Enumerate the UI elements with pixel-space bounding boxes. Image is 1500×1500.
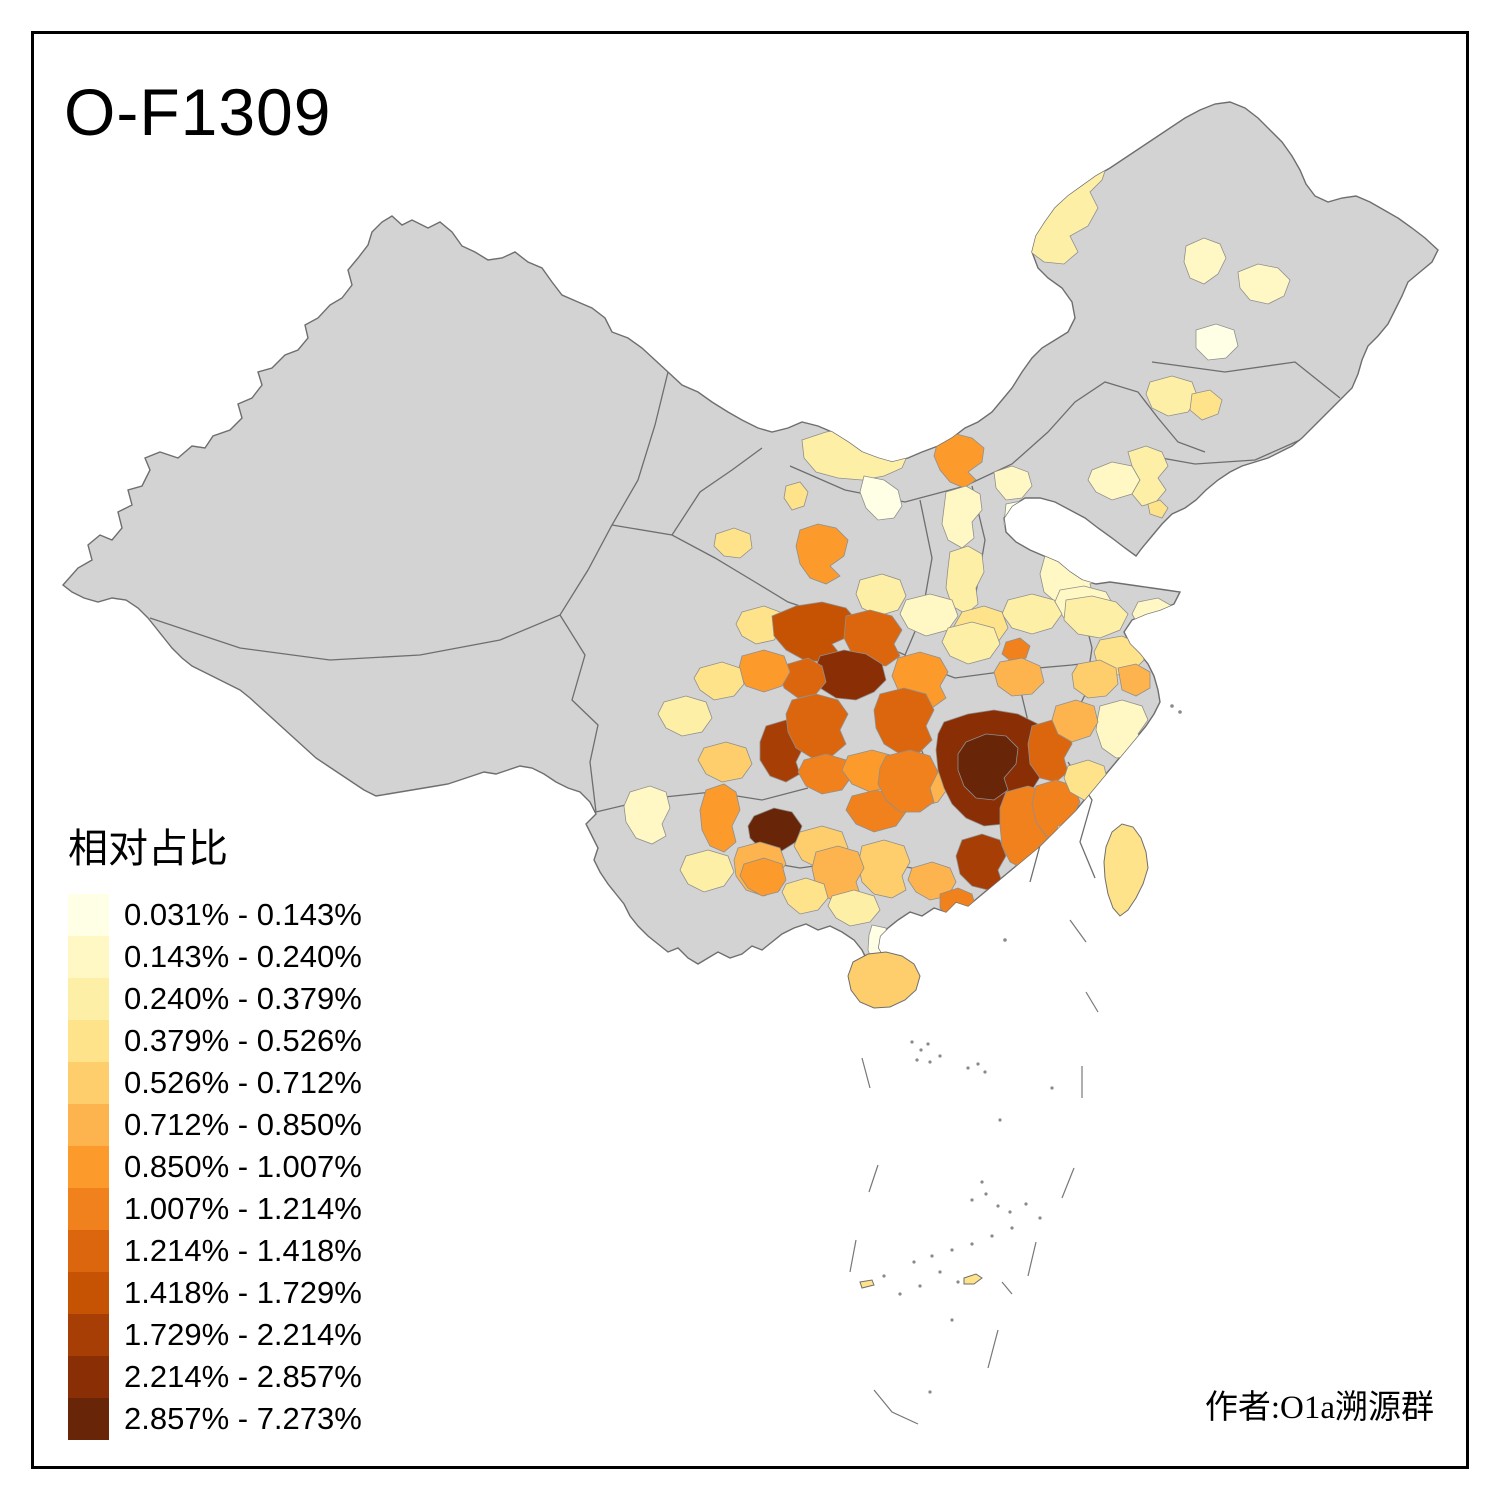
prefecture-region [1117,663,1151,697]
prefecture-region [783,481,809,511]
prefecture-region [993,657,1045,697]
legend-swatch [68,1146,109,1188]
legend-label: 0.143% - 0.240% [124,939,362,974]
prefecture-region [1147,499,1169,519]
prefecture-region [1127,445,1169,507]
legend-swatch [68,1104,109,1146]
plot-frame [31,31,1469,1469]
legend-swatch [68,1314,109,1356]
legend-swatch [68,1272,109,1314]
prefecture-region [843,609,903,667]
legend-label: 0.031% - 0.143% [124,897,362,932]
legend-swatch [68,1230,109,1272]
legend-row: 0.031% - 0.143% [68,894,362,936]
prefecture-region [957,733,1019,801]
legend-label: 2.214% - 2.857% [124,1359,362,1394]
legend-label: 0.712% - 0.850% [124,1107,362,1142]
legend-row: 0.850% - 1.007% [68,1146,362,1188]
prefecture-region [933,433,985,489]
legend-row: 0.379% - 0.526% [68,1020,362,1062]
legend-label: 1.007% - 1.214% [124,1191,362,1226]
legend-row: 0.712% - 0.850% [68,1104,362,1146]
small-island [859,1279,875,1289]
prefecture-region [857,839,911,899]
prefecture-region [827,889,881,927]
prefecture-region [713,527,753,559]
prefecture-region [623,785,671,845]
legend-row: 1.418% - 1.729% [68,1272,362,1314]
prefecture-region [1071,659,1119,699]
legend-label: 0.240% - 0.379% [124,981,362,1016]
legend-label: 2.857% - 7.273% [124,1401,362,1436]
prefecture-region [781,877,829,915]
prefecture-region [697,741,753,783]
legend-row: 2.857% - 7.273% [68,1398,362,1440]
legend-swatch [68,1188,109,1230]
page-title: O-F1309 [64,75,332,149]
prefecture-region [795,523,849,585]
legend-title: 相对占比 [68,826,228,871]
legend-swatch [68,894,109,936]
prefecture-region [877,749,939,813]
prefecture-region [945,545,985,615]
prefecture-region [1195,323,1239,361]
legend-row: 1.214% - 1.418% [68,1230,362,1272]
prefecture-region [859,475,903,521]
legend-label: 1.214% - 1.418% [124,1233,362,1268]
prefecture-region [1063,595,1129,639]
attribution: 作者:O1a溯源群 [1204,1390,1434,1426]
legend-swatch [68,1062,109,1104]
prefecture-region [679,849,735,893]
legend-swatch [68,978,109,1020]
legend-row: 0.526% - 0.712% [68,1062,362,1104]
prefecture-region [657,695,713,737]
legend-swatch [68,936,109,978]
prefecture-region [941,621,1001,665]
prefecture-region [771,601,859,663]
legend-label: 0.850% - 1.007% [124,1149,362,1184]
hainan-island [847,951,921,1009]
legend-swatch [68,1398,109,1440]
legend-label: 1.729% - 2.214% [124,1317,362,1352]
prefecture-region [941,485,983,549]
prefecture-region [693,661,745,701]
prefecture-region [699,783,741,853]
prefecture-region [873,687,935,755]
legend-row: 0.143% - 0.240% [68,936,362,978]
prefecture-region [1001,593,1063,635]
prefecture-region [735,605,785,645]
prefecture-region [1001,637,1031,663]
prefecture-region [797,753,853,795]
prefecture-region [785,693,849,759]
small-island [963,1273,983,1285]
legend-label: 0.526% - 0.712% [124,1065,362,1100]
prefecture-region [1183,237,1227,285]
prefecture-region [1237,263,1291,305]
legend-swatch [68,1020,109,1062]
legend-label: 0.379% - 0.526% [124,1023,362,1058]
prefecture-region [1145,375,1199,417]
legend-swatch [68,1356,109,1398]
taiwan-island [1103,823,1149,917]
legend: 相对占比 0.031% - 0.143% 0.143% - 0.240% 0.2… [68,816,362,1440]
prefecture-patches [623,123,1291,967]
prefecture-region [739,857,787,897]
prefecture-region [747,807,803,853]
prefecture-region [1051,699,1099,743]
prefecture-region [993,465,1033,501]
legend-row: 2.214% - 2.857% [68,1356,362,1398]
legend-row: 0.240% - 0.379% [68,978,362,1020]
legend-row: 1.007% - 1.214% [68,1188,362,1230]
legend-row: 1.729% - 2.214% [68,1314,362,1356]
south-china-sea-islands [849,704,1182,1425]
prefecture-region [1189,389,1223,421]
legend-label: 1.418% - 1.729% [124,1275,362,1310]
prefecture-region [855,573,907,617]
